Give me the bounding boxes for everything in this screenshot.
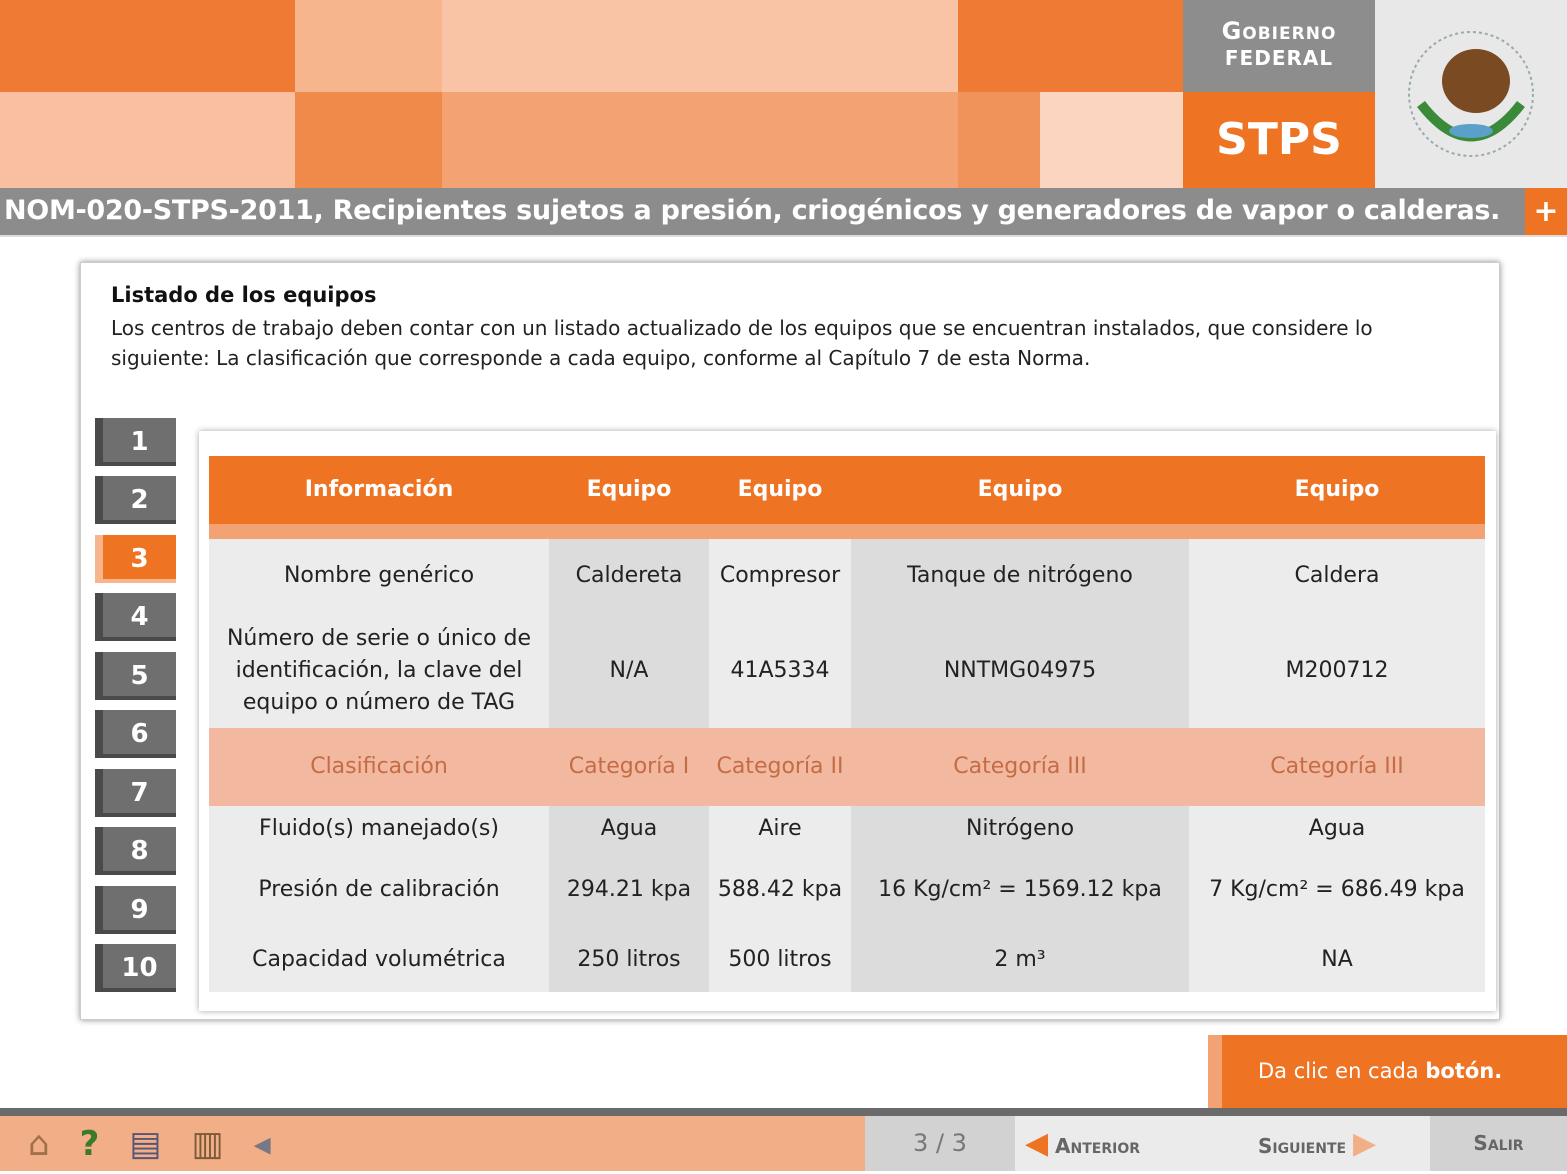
row-label: Capacidad volumétrica: [209, 928, 549, 992]
table-cell: Caldereta: [549, 531, 709, 613]
row-label: Clasificación: [209, 728, 549, 806]
section-description: Los centros de trabajo deben contar con …: [111, 316, 1373, 370]
step-button-7[interactable]: 7: [95, 769, 176, 817]
home-icon[interactable]: ⌂: [28, 1124, 50, 1164]
table-cell: N/A: [549, 613, 709, 728]
column-header: Equipo: [549, 456, 709, 539]
table-row: Presión de calibración 294.21 kpa 588.42 k…: [209, 852, 1485, 928]
table-cell: Categoría III: [1189, 728, 1485, 806]
expand-button[interactable]: +: [1525, 188, 1567, 235]
table-cell: 500 litros: [709, 928, 851, 992]
section-heading: Listado de los equipos: [111, 283, 377, 307]
step-button-3[interactable]: 3: [95, 535, 176, 583]
table-cell: NA: [1189, 928, 1485, 992]
equipment-table-panel: Información Equipo Equipo Equipo Equipo …: [199, 431, 1496, 1011]
arrow-right-icon: ▶: [1353, 1126, 1377, 1161]
page-indicator: 3 / 3: [865, 1116, 1015, 1171]
row-label: Fluido(s) manejado(s): [209, 806, 549, 852]
table-cell: 16 Kg/cm² = 1569.12 kpa: [851, 852, 1189, 928]
audio-icon[interactable]: ◂: [253, 1124, 271, 1164]
step-button-2[interactable]: 2: [95, 476, 176, 524]
table-cell: Categoría III: [851, 728, 1189, 806]
step-button-8[interactable]: 8: [95, 827, 176, 875]
table-cell: Nitrógeno: [851, 806, 1189, 852]
column-header: Equipo: [709, 456, 851, 539]
step-button-6[interactable]: 6: [95, 710, 176, 758]
content-card: Listado de los equipos Los centros de tr…: [80, 262, 1500, 1020]
arrow-left-icon: ◀: [1025, 1126, 1049, 1161]
table-cell: Agua: [549, 806, 709, 852]
step-button-5[interactable]: 5: [95, 652, 176, 700]
instruction-text: Da clic en cada: [1258, 1059, 1426, 1083]
next-button[interactable]: Siguiente ▶: [1258, 1126, 1377, 1161]
table-cell: Aire: [709, 806, 851, 852]
table-cell: Caldera: [1189, 531, 1485, 613]
column-header: Equipo: [1189, 456, 1485, 539]
mexico-seal-icon: [1375, 0, 1567, 188]
gobierno-federal-logo: Gobierno Federal: [1183, 0, 1375, 92]
table-cell: Categoría II: [709, 728, 851, 806]
table-cell: Compresor: [709, 531, 851, 613]
step-button-1[interactable]: 1: [95, 418, 176, 466]
instruction-box: Da clic en cada botón.: [1208, 1035, 1567, 1108]
table-row: Fluido(s) manejado(s) Agua Aire Nitrógeno Ag…: [209, 806, 1485, 852]
footer-bar: ⌂ ? ▤ ▥ ◂ 3 / 3 ◀ Anterior Siguiente ▶ S…: [0, 1108, 1567, 1171]
row-label: Presión de calibración: [209, 852, 549, 928]
table-row: Nombre genérico Caldereta Compresor Tanque …: [209, 531, 1485, 613]
page-title: NOM-020-STPS-2011, Recipientes sujetos a…: [4, 195, 1501, 226]
table-cell: 294.21 kpa: [549, 852, 709, 928]
step-button-9[interactable]: 9: [95, 886, 176, 934]
column-header: Información: [209, 456, 549, 539]
previous-button[interactable]: ◀ Anterior: [1025, 1126, 1141, 1161]
row-label: Nombre genérico: [209, 531, 549, 613]
table-cell: 2 m³: [851, 928, 1189, 992]
help-icon[interactable]: ?: [79, 1124, 100, 1164]
table-cell: Tanque de nitrógeno: [851, 531, 1189, 613]
title-bar: NOM-020-STPS-2011, Recipientes sujetos a…: [0, 188, 1567, 237]
table-cell: 588.42 kpa: [709, 852, 851, 928]
map-icon[interactable]: ▥: [191, 1124, 224, 1164]
table-header-row: Información Equipo Equipo Equipo Equipo: [209, 456, 1485, 539]
table-cell: Agua: [1189, 806, 1485, 852]
step-button-4[interactable]: 4: [95, 593, 176, 641]
table-cell: NNTMG04975: [851, 613, 1189, 728]
table-row: Número de serie o único de identificació…: [209, 613, 1485, 728]
table-cell: Categoría I: [549, 728, 709, 806]
table-cell: M200712: [1189, 613, 1485, 728]
column-header: Equipo: [851, 456, 1189, 539]
row-label: Número de serie o único de identificació…: [209, 613, 549, 728]
glossary-icon[interactable]: ▤: [129, 1124, 162, 1164]
stps-logo: STPS: [1183, 92, 1375, 188]
instruction-bold: botón.: [1425, 1059, 1503, 1083]
table-row: Capacidad volumétrica 250 litros 500 litro…: [209, 928, 1485, 992]
table-row-classification: Clasificación Categoría I Categoría II Cate…: [209, 728, 1485, 806]
exit-button[interactable]: Salir: [1430, 1116, 1567, 1171]
table-cell: 7 Kg/cm² = 686.49 kpa: [1189, 852, 1485, 928]
table-cell: 41A5334: [709, 613, 851, 728]
table-cell: 250 litros: [549, 928, 709, 992]
equipment-table: Información Equipo Equipo Equipo Equipo …: [209, 456, 1485, 992]
step-button-10[interactable]: 10: [95, 944, 176, 992]
